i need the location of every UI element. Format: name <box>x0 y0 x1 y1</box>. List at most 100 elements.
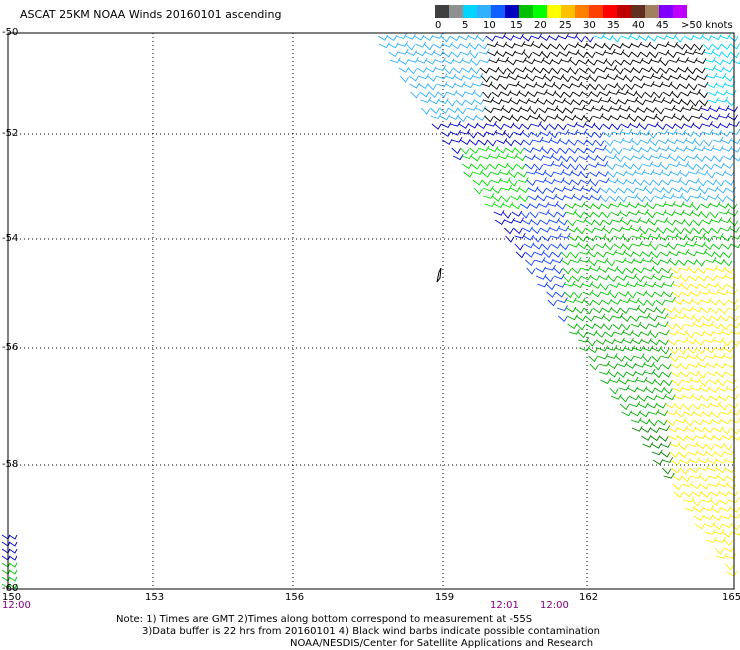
wind-barb <box>610 114 621 121</box>
footnotes: Note: 1) Times are GMT 2)Times along bot… <box>0 614 600 650</box>
wind-barb <box>712 232 724 239</box>
wind-barb <box>599 195 610 203</box>
wind-barb <box>432 42 444 49</box>
wind-barb <box>509 98 521 105</box>
wind-barb <box>576 42 588 49</box>
wind-barb <box>594 323 605 330</box>
wind-barb <box>560 67 572 74</box>
wind-barb <box>708 281 720 288</box>
wind-barb <box>707 97 719 104</box>
wind-barb <box>630 321 642 328</box>
wind-barb <box>676 425 688 432</box>
wind-barb <box>616 267 626 275</box>
wind-barb <box>540 43 551 50</box>
wind-barb <box>667 243 678 250</box>
wind-barb <box>557 33 569 40</box>
wind-barb <box>598 83 608 91</box>
wind-barb <box>582 281 594 288</box>
wind-barb <box>640 427 652 433</box>
wind-barb <box>587 251 598 258</box>
wind-barb <box>572 91 583 97</box>
wind-barb <box>486 129 497 136</box>
wind-barb <box>724 75 734 82</box>
wind-barb <box>720 513 732 520</box>
wind-barb <box>457 115 467 123</box>
wind-barb <box>499 83 509 91</box>
wind-barb <box>535 177 547 183</box>
wind-barb <box>595 144 607 151</box>
wind-barb <box>670 267 681 274</box>
wind-barb <box>671 467 681 474</box>
wind-barb <box>526 81 538 88</box>
wind-barb <box>506 59 517 66</box>
wind-barb <box>580 178 592 185</box>
wind-barb <box>648 226 659 233</box>
wind-barb <box>681 481 693 488</box>
wind-barb <box>536 99 548 105</box>
wind-barb <box>536 187 547 195</box>
note-line-1: Note: 1) Times are GMT 2)Times along bot… <box>116 614 533 625</box>
wind-barb <box>644 368 656 375</box>
wind-barb <box>493 105 505 111</box>
wind-barb <box>685 145 697 152</box>
wind-barb <box>729 322 740 329</box>
wind-barb <box>675 417 687 424</box>
wind-barb <box>652 179 663 186</box>
wind-barb <box>560 163 572 170</box>
wind-barb <box>706 265 718 272</box>
wind-barb <box>8 562 18 568</box>
wind-barb <box>706 275 717 282</box>
wind-barb <box>530 33 542 40</box>
wind-barb <box>619 201 631 208</box>
wind-barb <box>540 226 551 233</box>
wind-barb <box>645 387 656 394</box>
wind-barb <box>436 81 448 88</box>
wind-barb <box>665 123 676 130</box>
wind-barb <box>571 170 582 177</box>
wind-barb <box>679 275 690 283</box>
wind-barb <box>720 409 732 416</box>
wind-barb <box>661 467 672 475</box>
wind-barb <box>669 259 679 267</box>
wind-barb <box>502 107 513 114</box>
wind-barb <box>640 41 651 48</box>
wind-barb <box>689 185 701 192</box>
wind-barb <box>694 241 706 248</box>
wind-barb <box>649 331 659 339</box>
wind-barb <box>559 50 570 57</box>
wind-barb <box>620 33 632 40</box>
wind-barb <box>377 34 389 41</box>
wind-barb <box>524 58 536 65</box>
wind-barb <box>619 105 631 112</box>
wind-barb <box>674 218 686 225</box>
wind-barb <box>415 50 427 57</box>
wind-barb <box>523 234 534 241</box>
wind-barb <box>667 146 679 153</box>
wind-barb <box>697 275 708 282</box>
wind-barb <box>687 353 699 360</box>
wind-barb <box>660 347 670 355</box>
wind-barb <box>657 321 669 328</box>
wind-barb <box>512 217 524 224</box>
wind-barb <box>554 91 565 99</box>
wind-barb <box>484 115 494 123</box>
wind-barb <box>603 315 613 322</box>
wind-barb <box>547 113 559 120</box>
wind-barb <box>599 90 611 97</box>
wind-barb <box>548 131 559 139</box>
wind-barb <box>663 379 673 387</box>
wind-barb <box>658 339 669 346</box>
wind-barb <box>583 203 594 210</box>
wind-barb <box>676 49 688 56</box>
wind-barb <box>529 202 540 209</box>
wind-barb <box>496 51 507 58</box>
wind-barb <box>535 273 547 280</box>
wind-barb <box>667 51 677 59</box>
wind-barb <box>706 179 717 186</box>
latitude-label: -52 <box>2 128 19 139</box>
wind-barb <box>589 83 599 91</box>
wind-barb <box>592 299 603 306</box>
wind-barb <box>688 177 700 184</box>
wind-barb <box>472 72 484 79</box>
wind-barb <box>650 153 663 159</box>
